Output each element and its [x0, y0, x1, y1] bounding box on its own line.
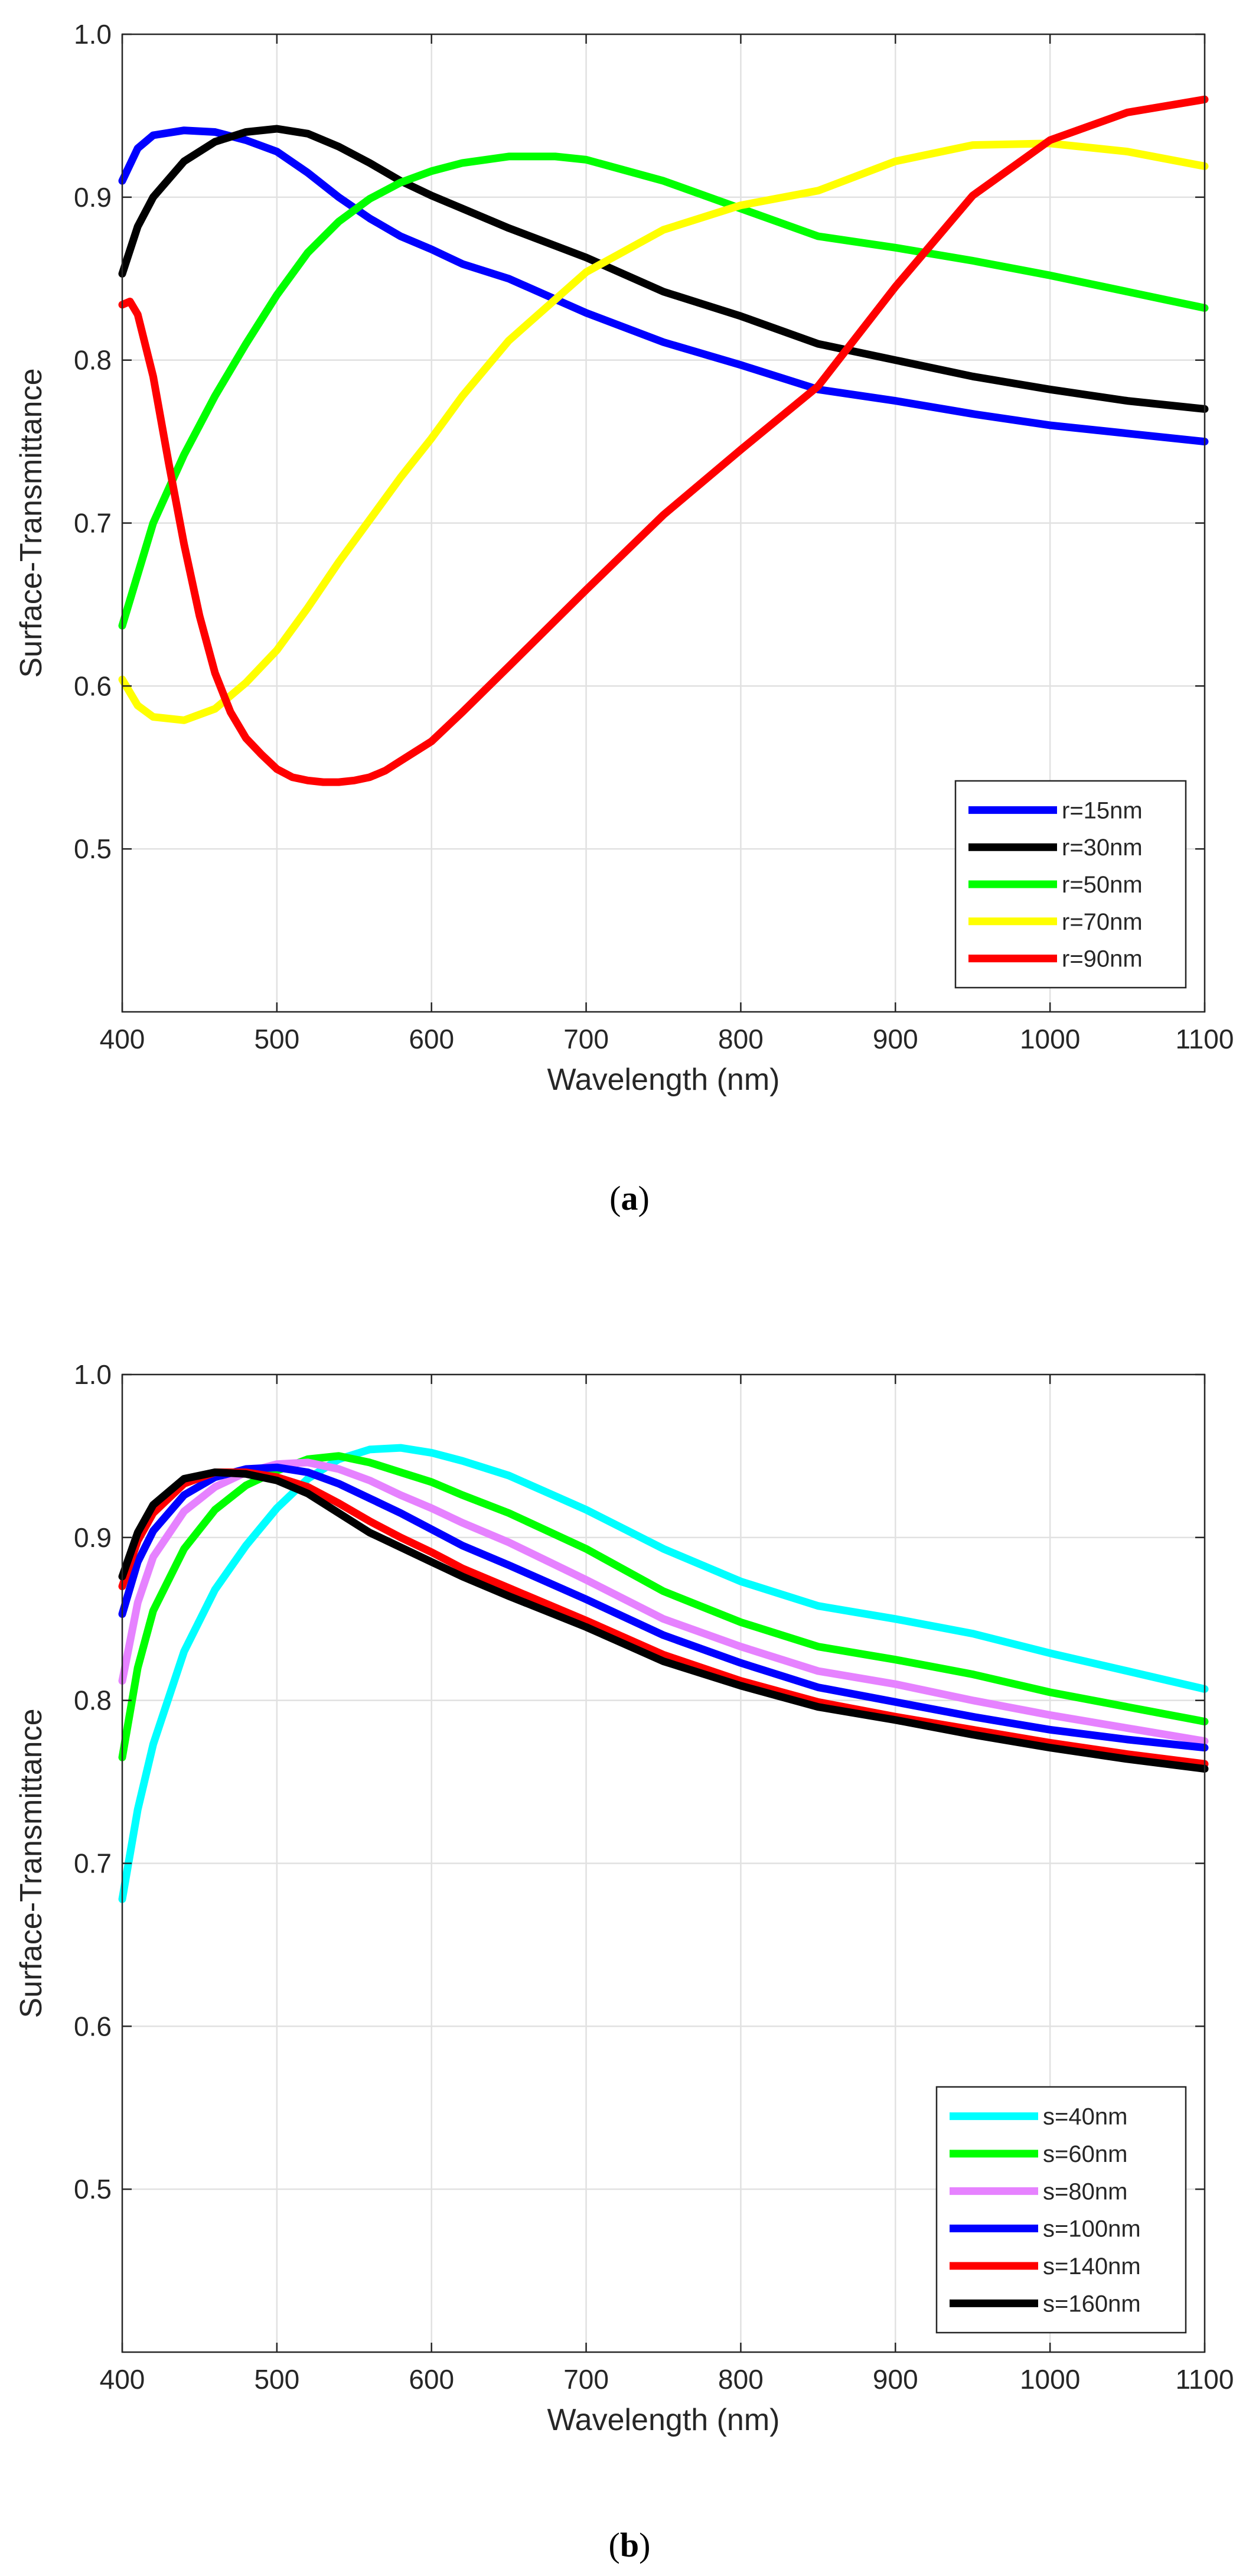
y-tick-label: 0.5 [74, 833, 112, 864]
y-tick-label: 0.8 [74, 345, 112, 376]
legend-label-s=80nm: s=80nm [1043, 2178, 1127, 2204]
series-line-r=15nm [118, 126, 1209, 446]
y-tick-label: 1.0 [74, 19, 112, 50]
series-line-s=60nm [118, 1452, 1209, 1761]
x-tick-label: 500 [254, 2364, 299, 2395]
y-tick-label: 0.9 [74, 182, 112, 213]
caption-a: (a) [609, 1179, 650, 1217]
chart-b: 400 500 600 700 800 900 1000 1100 0.5 0.6 0.7 0.8 0.… [14, 1359, 1234, 2564]
y-tick-label: 0.6 [74, 2011, 112, 2041]
y-tick-label: 1.0 [74, 1359, 112, 1390]
legend-label-r=70nm: r=70nm [1062, 909, 1143, 935]
y-tick-label: 0.5 [74, 2174, 112, 2204]
y-tick-label: 0.6 [74, 670, 112, 701]
x-tick-label: 400 [100, 2364, 145, 2395]
y-tick-label: 0.7 [74, 508, 112, 539]
x-tick-label: 600 [409, 2364, 454, 2395]
x-tick-label: 1000 [1020, 1024, 1080, 1054]
y-axis-label: Surface-Transmittance [14, 1708, 48, 2018]
legend-label-s=40nm: s=40nm [1043, 2104, 1127, 2130]
x-tick-label: 900 [873, 1024, 918, 1054]
legend-label-r=15nm: r=15nm [1062, 797, 1143, 823]
series-line-s=100nm [118, 1463, 1209, 1752]
chart-a: 400 500 600 700 800 900 1000 1100 0.5 0.6 0.7 0.8 0.… [14, 19, 1234, 1217]
legend-label-r=30nm: r=30nm [1062, 835, 1143, 861]
x-tick-label: 1100 [1176, 2364, 1234, 2395]
x-tick-label: 800 [718, 2364, 764, 2395]
y-axis-label: Surface-Transmittance [14, 368, 48, 678]
caption-b: (b) [609, 2526, 651, 2564]
legend-label-r=90nm: r=90nm [1062, 946, 1143, 972]
series-line-s=80nm [118, 1458, 1209, 1745]
x-tick-label: 1100 [1176, 1024, 1234, 1054]
legend-label-s=100nm: s=100nm [1043, 2216, 1141, 2242]
x-tick-label: 700 [563, 2364, 609, 2395]
y-tick-label: 0.8 [74, 1685, 112, 1716]
caption-letter: b [620, 2526, 639, 2564]
x-tick-label: 900 [873, 2364, 918, 2395]
y-tick-label: 0.9 [74, 1522, 112, 1553]
x-tick-label: 1000 [1020, 2364, 1080, 2395]
legend-box [935, 2086, 1187, 2334]
series-line-s=40nm [118, 1444, 1209, 1903]
caption-letter: a [621, 1179, 638, 1217]
series-line-r=70nm [118, 139, 1209, 724]
x-tick-label: 600 [409, 1024, 454, 1054]
x-tick-label: 400 [100, 1024, 145, 1054]
legend-label-s=140nm: s=140nm [1043, 2253, 1141, 2279]
legend: r=15nm r=30nm r=50nm r=70nm r=90nm [954, 780, 1187, 989]
series-line-s=160nm [118, 1468, 1209, 1773]
x-tick-label: 800 [718, 1024, 764, 1054]
series-line-r=90nm [118, 95, 1209, 786]
legend-label-s=160nm: s=160nm [1043, 2291, 1141, 2317]
series-line-r=30nm [118, 125, 1209, 413]
legend: s=40nm s=60nm s=80nm s=100nm s=140nm s=160nm [935, 2086, 1187, 2334]
x-axis-label: Wavelength (nm) [547, 1063, 780, 1097]
x-tick-label: 500 [254, 1024, 299, 1054]
x-axis-label: Wavelength (nm) [547, 2403, 780, 2437]
x-tick-label: 700 [563, 1024, 609, 1054]
legend-label-s=60nm: s=60nm [1043, 2141, 1127, 2167]
legend-label-r=50nm: r=50nm [1062, 872, 1143, 898]
y-tick-label: 0.7 [74, 1848, 112, 1879]
